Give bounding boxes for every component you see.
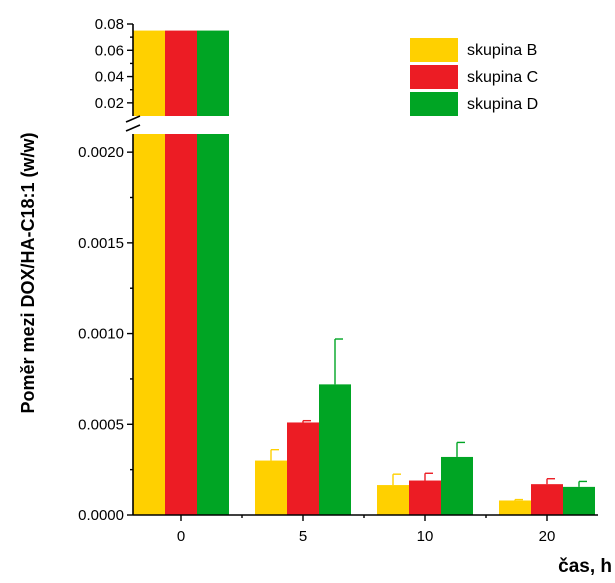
x-tick-label: 20 — [539, 528, 556, 545]
bar-skupina-b-10 — [377, 485, 409, 515]
y-tick-label: 0.08 — [95, 16, 124, 33]
legend-label: skupina C — [467, 69, 538, 86]
ticks-layer: 0.0000 0.0005 0.0010 0.0015 0.0020 0.02 0.04 0.… — [78, 16, 555, 545]
bar-skupina-c-5 — [287, 422, 319, 515]
legend-swatch-skupina-d — [410, 92, 458, 116]
bar-skupina-b-0-upper — [133, 30, 165, 117]
legend-swatch-skupina-b — [410, 38, 458, 62]
x-tick-label: 0 — [177, 528, 185, 545]
y-tick-label: 0.04 — [95, 69, 124, 86]
x-tick-label: 5 — [299, 528, 307, 545]
bar-skupina-d-20 — [563, 486, 595, 515]
error-bars-layer — [270, 338, 587, 501]
y-tick-label: 0.06 — [95, 42, 124, 59]
y-tick-label: 0.02 — [95, 95, 124, 112]
legend-label: skupina D — [467, 96, 538, 113]
axis-break-mark — [125, 115, 141, 123]
y-tick-label: 0.0015 — [78, 235, 124, 252]
bars-layer — [133, 30, 595, 515]
bar-skupina-d-0-lower — [197, 134, 229, 515]
y-axis-label: Poměr mezi DOX/HA-C18:1 (w/w) — [18, 132, 38, 413]
bar-skupina-b-0-lower — [133, 134, 165, 515]
y-tick-label: 0.0020 — [78, 144, 124, 161]
bar-skupina-d-10 — [441, 456, 473, 515]
y-tick-label: 0.0000 — [78, 507, 124, 524]
legend: skupina B skupina C skupina D — [410, 38, 538, 116]
bar-skupina-c-0-lower — [165, 134, 197, 515]
bar-skupina-b-20 — [499, 500, 531, 515]
x-axis-label: čas, h — [558, 556, 612, 577]
bar-skupina-c-10 — [409, 480, 441, 515]
bar-skupina-c-20 — [531, 484, 563, 515]
bar-skupina-b-5 — [255, 460, 287, 515]
y-tick-label: 0.0005 — [78, 416, 124, 433]
bar-skupina-c-0-upper — [165, 30, 197, 117]
bar-skupina-d-0-upper — [197, 30, 229, 117]
legend-label: skupina B — [467, 42, 537, 59]
y-tick-label: 0.0010 — [78, 326, 124, 343]
legend-swatch-skupina-c — [410, 65, 458, 89]
bar-skupina-d-5 — [319, 384, 351, 515]
axis-break-mark — [125, 124, 141, 132]
x-tick-label: 10 — [417, 528, 434, 545]
